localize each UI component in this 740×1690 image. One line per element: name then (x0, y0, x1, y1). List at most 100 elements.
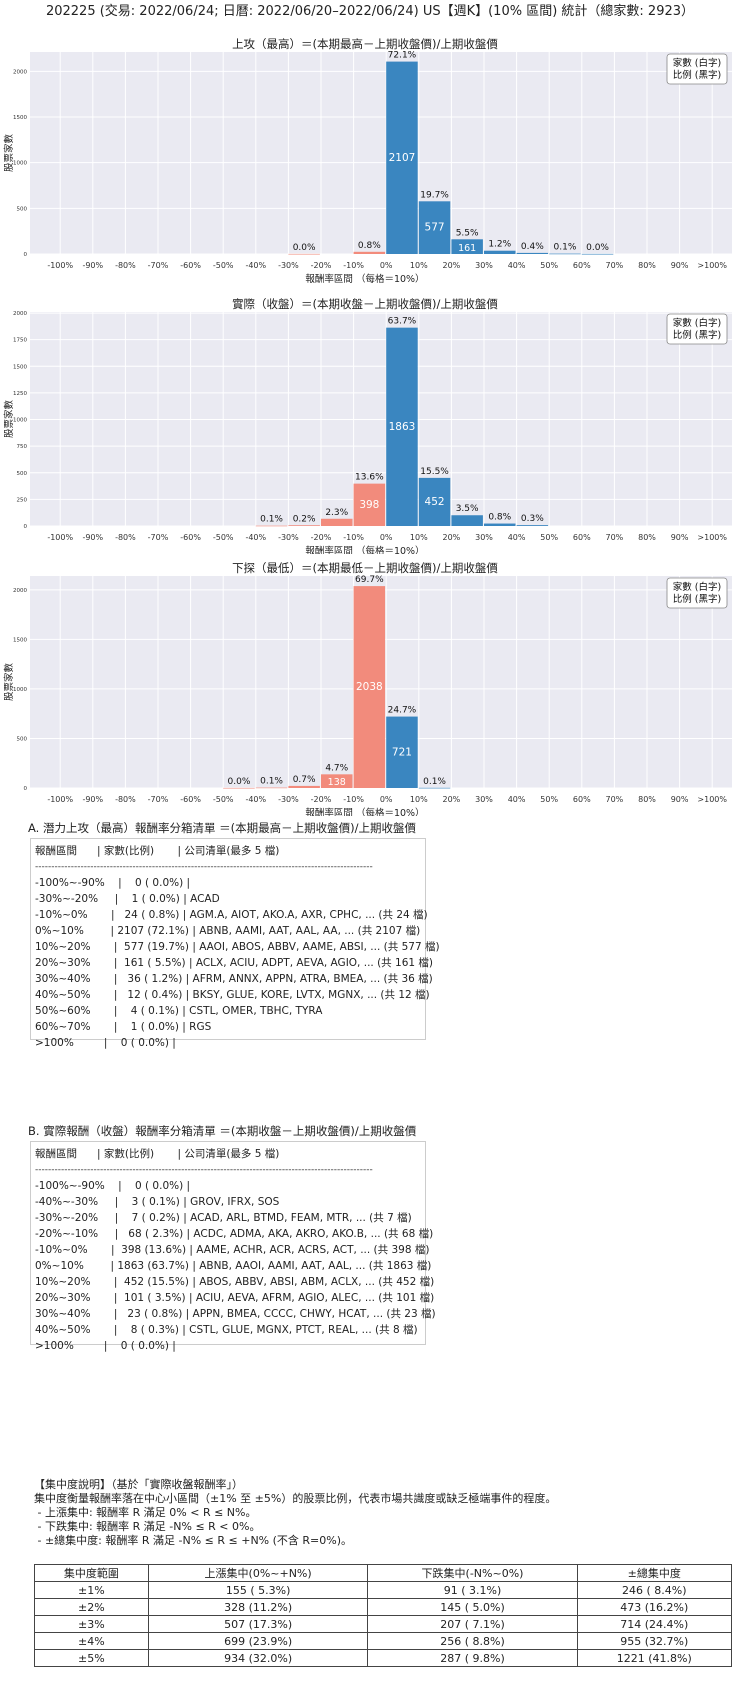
x-tick-label: -100% (47, 533, 73, 542)
bar-count-label: 398 (359, 499, 379, 511)
list-item: 50%~60% | 4 ( 0.1%) | CSTL, OMER, TBHC, … (35, 1005, 323, 1017)
x-tick-label: -20% (311, 795, 332, 804)
x-tick-label: 20% (443, 261, 461, 270)
bar (353, 483, 386, 526)
concentration-note-up: - 上漲集中: 報酬率 R 滿足 0% < R ≤ N%。 (34, 1506, 257, 1519)
x-tick-label: 70% (606, 533, 624, 542)
legend-entry: 比例 (黑字) (673, 329, 721, 341)
x-tick-label: -90% (82, 533, 103, 542)
chart-downside-low: 0 500 1000 1500 2000 -100% -90% -80% -70% -60% -50… (3, 561, 732, 816)
x-tick-label: -20% (311, 261, 332, 270)
legend: 家數 (白字)比例 (黑字) (666, 53, 728, 85)
concentration-note-down: - 下跌集中: 報酬率 R 滿足 -N% ≤ R < 0%。 (34, 1520, 261, 1533)
x-tick-label: -80% (115, 533, 136, 542)
x-tick-label: 50% (540, 261, 558, 270)
x-tick-label: 80% (638, 795, 656, 804)
list-item: 20%~30% | 161 ( 5.5%) | ACLX, ACIU, ADPT… (35, 957, 433, 969)
legend-box (666, 577, 728, 609)
x-tick-label: -40% (245, 533, 266, 542)
bar-percent-label: 3.5% (456, 504, 479, 514)
list-item: 20%~30% | 101 ( 3.5%) | ACIU, AEVA, AFRM… (35, 1292, 435, 1304)
bar (255, 525, 288, 527)
x-tick-label: -60% (180, 533, 201, 542)
table-cell: 714 (24.4%) (576, 1615, 733, 1633)
x-axis-label: 報酬率區間 （每格＝10%） (305, 807, 424, 816)
bar (516, 525, 549, 526)
list-item: 30%~40% | 36 ( 1.2%) | AFRM, ANNX, APPN,… (35, 973, 433, 985)
table-cell: 207 ( 7.1%) (367, 1615, 578, 1633)
table-cell: ±5% (34, 1649, 149, 1667)
table-row: ±2% 328 (11.2%) 145 ( 5.0%) 473 (16.2%) (34, 1598, 733, 1616)
x-tick-label: 0% (380, 533, 393, 542)
table-cell: ±1% (34, 1581, 149, 1599)
list-item: 60%~70% | 1 ( 0.0%) | RGS (35, 1021, 212, 1033)
table-row: ±4% 699 (23.9%) 256 ( 8.8%) 955 (32.7%) (34, 1632, 733, 1650)
bar-percent-label: 69.7% (355, 575, 384, 585)
table-cell: 1221 (41.8%) (576, 1649, 733, 1667)
bar-count-label: 161 (458, 243, 476, 254)
bar-count-label: 721 (392, 746, 412, 758)
y-tick-label: 1500 (13, 115, 27, 121)
bar-count-label: 2107 (389, 152, 416, 164)
x-tick-label: -30% (278, 795, 299, 804)
y-tick-label: 500 (17, 736, 28, 742)
list-a-heading: A. 潛力上攻（最高）報酬率分箱清單 ＝(本期最高－上期收盤價)/上期收盤價 (28, 821, 416, 835)
y-tick-label: 500 (17, 471, 28, 477)
bar (581, 253, 614, 255)
x-tick-label: 20% (443, 533, 461, 542)
x-tick-label: 60% (573, 261, 591, 270)
bar-percent-label: 4.7% (325, 763, 348, 773)
bar (451, 239, 483, 254)
concentration-table: 集中度範圍 上漲集中(0%~+N%) 下跌集中(-N%~0%) ±總集中度 ±1… (34, 1564, 733, 1667)
x-tick-label: -60% (180, 795, 201, 804)
x-tick-label: 50% (540, 533, 558, 542)
x-tick-label: -10% (343, 795, 364, 804)
bar (418, 201, 451, 254)
concentration-title: 【集中度說明】（基於「實際收盤報酬率」） (34, 1478, 243, 1491)
bar (255, 787, 288, 789)
y-tick-label: 1500 (13, 637, 27, 643)
x-tick-label: 10% (410, 533, 428, 542)
y-tick-label: 1000 (13, 418, 27, 424)
legend-entry: 比例 (黑字) (673, 69, 721, 81)
x-tick-label: 50% (540, 795, 558, 804)
bar-percent-label: 0.8% (358, 241, 381, 251)
chart-upside-high: 0 500 1000 1500 2000 -100% -90% -80% -70% -60% -50… (3, 37, 732, 284)
bar (484, 523, 516, 526)
list-a-rows: -100%~-90% | 0 ( 0.0%) | -30%~-20% | 1 ( … (35, 875, 440, 1051)
bar (418, 477, 451, 526)
bar (386, 327, 418, 526)
x-tick-label: -50% (213, 795, 234, 804)
bar (451, 515, 483, 526)
y-tick-label: 0 (24, 786, 28, 792)
x-tick-label: 30% (475, 795, 493, 804)
bar-percent-label: 0.1% (260, 515, 283, 525)
y-tick-label: 1250 (13, 391, 27, 397)
y-tick-label: 1000 (13, 161, 27, 167)
concentration-description: 集中度衡量報酬率落在中心小區間（±1% 至 ±5%）的股票比例，代表市場共識度或… (34, 1492, 557, 1505)
x-axis-label: 報酬率區間 （每格＝10%） (305, 273, 424, 284)
bar-count-label: 577 (425, 222, 445, 234)
bar-percent-label: 24.7% (388, 706, 417, 716)
x-tick-label: -10% (343, 533, 364, 542)
list-item: >100% | 0 ( 0.0%) | (35, 1037, 176, 1049)
bar-percent-label: 0.7% (293, 775, 316, 785)
table-cell: ±3% (34, 1615, 149, 1633)
x-tick-label: -10% (343, 261, 364, 270)
bar-count-label: 138 (328, 777, 346, 788)
chart-actual-close: 0 250 500 750 1000 1250 1500 1750 2000 -100% -90% -… (3, 297, 732, 554)
bar-count-label: 1863 (389, 421, 416, 433)
x-tick-label: 40% (508, 533, 526, 542)
table-row: ±3% 507 (17.3%) 207 ( 7.1%) 714 (24.4%) (34, 1615, 733, 1633)
bar-count-label: 452 (425, 496, 445, 508)
legend-entry: 比例 (黑字) (673, 593, 721, 605)
bar-count-label: 2038 (356, 681, 383, 693)
x-tick-label: -80% (115, 261, 136, 270)
chart-title: 下探（最低）＝(本期最低－上期收盤價)/上期收盤價 (232, 561, 498, 575)
table-cell: 473 (16.2%) (576, 1598, 733, 1616)
table-header-row: 集中度範圍 上漲集中(0%~+N%) 下跌集中(-N%~0%) ±總集中度 (34, 1564, 733, 1582)
x-tick-label: 30% (475, 533, 493, 542)
list-item: -10%~0% | 24 ( 0.8%) | AGM.A, AIOT, AKO.… (35, 909, 428, 921)
bar-percent-label: 0.0% (586, 243, 609, 253)
page-title: 202225 (交易: 2022/06/24; 日曆: 2022/06/20–2… (45, 4, 695, 19)
